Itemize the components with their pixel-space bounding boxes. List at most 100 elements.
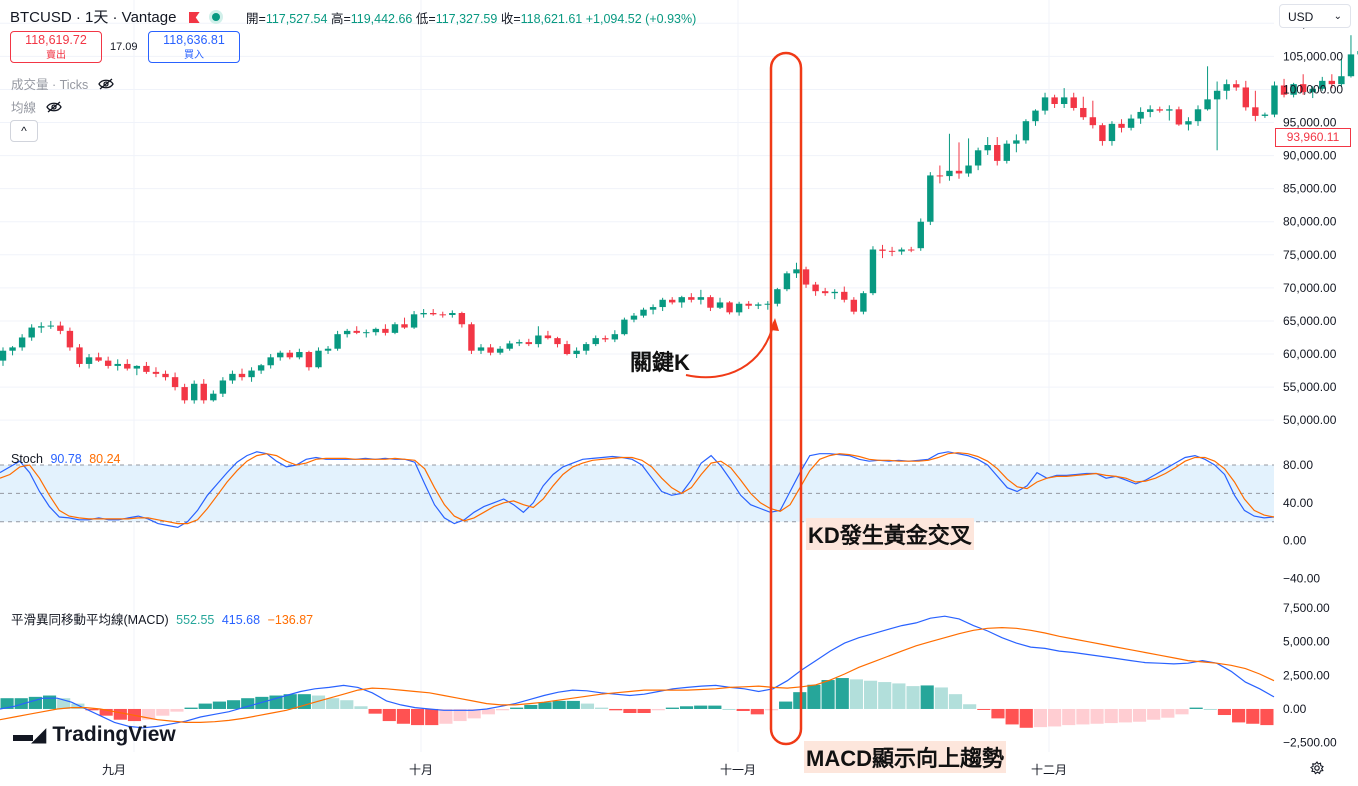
open-label: 開= xyxy=(246,12,266,26)
candle-body xyxy=(802,269,810,285)
candle-body xyxy=(1003,143,1010,161)
x-tick-label: 十一月 xyxy=(720,763,756,777)
collapse-legend-button[interactable]: ^ xyxy=(10,120,38,142)
candle-body xyxy=(917,221,924,249)
candle-body xyxy=(1127,118,1135,128)
highlight-rounded-rect xyxy=(769,51,803,746)
candle-body xyxy=(1108,123,1116,142)
candle-body xyxy=(219,380,227,394)
candle-body xyxy=(286,352,293,358)
candle-body xyxy=(793,269,800,274)
price-tick-label: 55,000.00 xyxy=(1283,380,1337,394)
macd-histogram-bar xyxy=(1175,708,1189,715)
macd-histogram-bar xyxy=(977,708,991,710)
candle-body xyxy=(984,145,991,151)
high-label: 高= xyxy=(330,12,351,26)
candle-body xyxy=(76,347,83,364)
annotation-shapes xyxy=(685,51,803,746)
candle-body xyxy=(707,297,714,308)
macd-tick-label: 7,500.00 xyxy=(1283,601,1330,615)
stoch-fill-band xyxy=(0,465,1274,522)
macd-histogram-bar xyxy=(1217,708,1232,716)
settings-gear-icon[interactable] xyxy=(1306,759,1328,781)
ma-indicator-row[interactable]: 均線 xyxy=(11,97,62,116)
candle-body xyxy=(554,338,561,345)
candle-body xyxy=(1032,110,1039,122)
change-value: +1,094.52 (+0.93%) xyxy=(585,12,697,26)
macd-histogram-bar xyxy=(368,708,382,714)
close-label: 收= xyxy=(500,12,521,26)
candle-body xyxy=(506,343,513,349)
currency-select[interactable]: USD ⌄ xyxy=(1279,4,1351,28)
eye-off-icon[interactable] xyxy=(45,101,62,113)
price-tick-label: 50,000.00 xyxy=(1283,413,1337,427)
candle-body xyxy=(582,344,590,351)
candle-body xyxy=(257,365,265,371)
tradingview-logo[interactable]: ▬◢ TradingView xyxy=(13,722,176,747)
candle-body xyxy=(430,313,437,315)
macd-tick-label: −2,500.00 xyxy=(1283,736,1337,750)
sell-button[interactable]: 118,619.72 賣出 xyxy=(10,31,102,63)
macd-histogram-bar xyxy=(354,706,368,709)
candle-body xyxy=(573,350,580,355)
symbol-title[interactable]: BTCUSD · 1天 · Vantage xyxy=(10,6,220,27)
x-tick-label: 十月 xyxy=(409,763,433,777)
macd-histogram-bar xyxy=(538,702,552,709)
macd-histogram-bar xyxy=(821,680,835,709)
candle-body xyxy=(621,319,628,335)
candle-body xyxy=(841,291,848,300)
candle-body xyxy=(974,150,982,166)
low-label: 低= xyxy=(415,12,436,26)
candle-body xyxy=(659,299,666,308)
candle-body xyxy=(649,307,657,310)
buy-button[interactable]: 118,636.81 買入 xyxy=(148,31,240,63)
price-tick-label: 80,000.00 xyxy=(1283,215,1337,229)
low-value: 117,327.59 xyxy=(435,12,498,26)
stoch-legend[interactable]: Stoch 90.78 80.24 xyxy=(11,452,121,466)
open-value: 117,527.54 xyxy=(265,12,328,26)
signal-line xyxy=(0,626,1275,724)
candle-body xyxy=(210,393,217,401)
candle-body xyxy=(516,342,523,344)
candle-body xyxy=(1233,84,1240,88)
brand-label: TradingView xyxy=(52,723,176,746)
macd-histogram-bar xyxy=(1132,708,1147,722)
candle-body xyxy=(1185,121,1192,125)
candle-body xyxy=(152,371,160,374)
candle-body xyxy=(563,344,571,355)
macd-histogram-bar xyxy=(779,701,793,709)
volume-indicator-row[interactable]: 成交量 · Ticks xyxy=(11,74,114,93)
macd-histogram-bar xyxy=(835,678,849,709)
candle-body xyxy=(965,165,972,174)
gear-icon xyxy=(1310,761,1324,775)
candle-body xyxy=(315,350,322,368)
macd-histogram-bar xyxy=(297,694,311,709)
candle-body xyxy=(468,324,475,351)
candle-body xyxy=(305,352,313,368)
candle-body xyxy=(200,383,207,401)
macd-histogram-bar xyxy=(934,687,948,709)
flag-icon xyxy=(188,12,200,23)
candle-body xyxy=(1261,114,1269,116)
macd-histogram-bar xyxy=(1246,708,1260,724)
macd-legend[interactable]: 平滑異同移動平均線(MACD) 552.55 415.68 −136.87 xyxy=(11,609,313,628)
stoch-d-line xyxy=(0,452,1275,525)
current-price-tag: 93,960.11 xyxy=(1275,128,1351,147)
candle-body xyxy=(1022,121,1030,141)
macd-tick-label: 2,500.00 xyxy=(1283,668,1330,682)
candle-body xyxy=(171,377,179,388)
macd-histogram-bar xyxy=(623,708,637,713)
volume-label: 成交量 · Ticks xyxy=(11,78,89,92)
eye-off-icon[interactable] xyxy=(98,78,114,90)
candle-body xyxy=(812,284,819,292)
candle-body xyxy=(602,338,609,340)
candle-body xyxy=(439,314,446,316)
candle-body xyxy=(726,302,733,313)
candle-body xyxy=(611,334,619,340)
stoch-k-value: 90.78 xyxy=(50,452,82,466)
stoch-name: Stoch xyxy=(11,452,43,466)
chevron-up-icon: ^ xyxy=(21,124,27,138)
candle-body xyxy=(477,347,485,351)
candle-body xyxy=(764,303,771,305)
